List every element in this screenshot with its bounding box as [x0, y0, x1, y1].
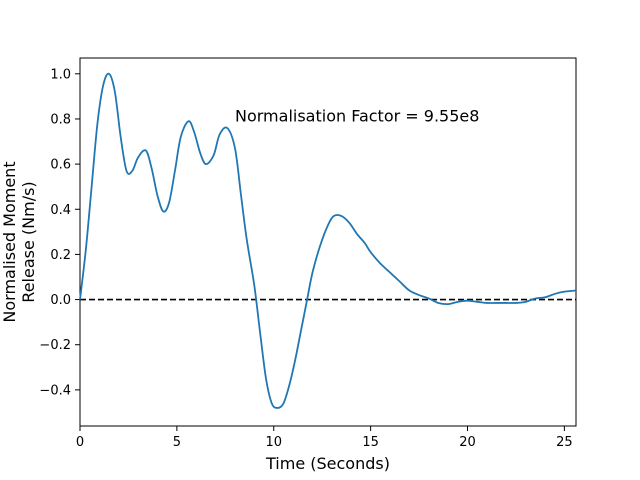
series-line: [79, 72, 577, 409]
x-tick-label: 20: [459, 435, 476, 450]
y-tick-label: 0.0: [50, 293, 71, 308]
normalisation-factor-annotation: Normalisation Factor = 9.55e8: [235, 107, 479, 126]
x-axis-label: Time (Seconds): [265, 454, 390, 473]
y-tick-label: 0.4: [50, 203, 71, 218]
y-axis-label-line-2: Release (Nm/s): [19, 181, 38, 302]
x-axis: 0 5 10 15 20 25: [76, 426, 573, 450]
x-tick-label: 15: [362, 435, 379, 450]
y-axis-label-line-1: Normalised Moment: [0, 161, 19, 322]
x-tick-label: 5: [173, 435, 181, 450]
y-tick-label: 1.0: [50, 67, 71, 82]
y-tick-label: −0.2: [39, 338, 71, 353]
x-tick-label: 0: [76, 435, 84, 450]
x-tick-label: 25: [556, 435, 573, 450]
y-tick-label: 0.8: [50, 112, 71, 127]
y-tick-label: 0.2: [50, 248, 71, 263]
y-axis-label: Normalised Moment Release (Nm/s): [0, 161, 38, 322]
y-tick-label: −0.4: [39, 383, 71, 398]
x-tick-label: 10: [265, 435, 282, 450]
y-axis: −0.4 −0.2 0.0 0.2 0.4 0.6 0.8 1.0: [39, 67, 80, 398]
plot-frame: [79, 57, 577, 427]
y-tick-label: 0.6: [50, 158, 71, 173]
